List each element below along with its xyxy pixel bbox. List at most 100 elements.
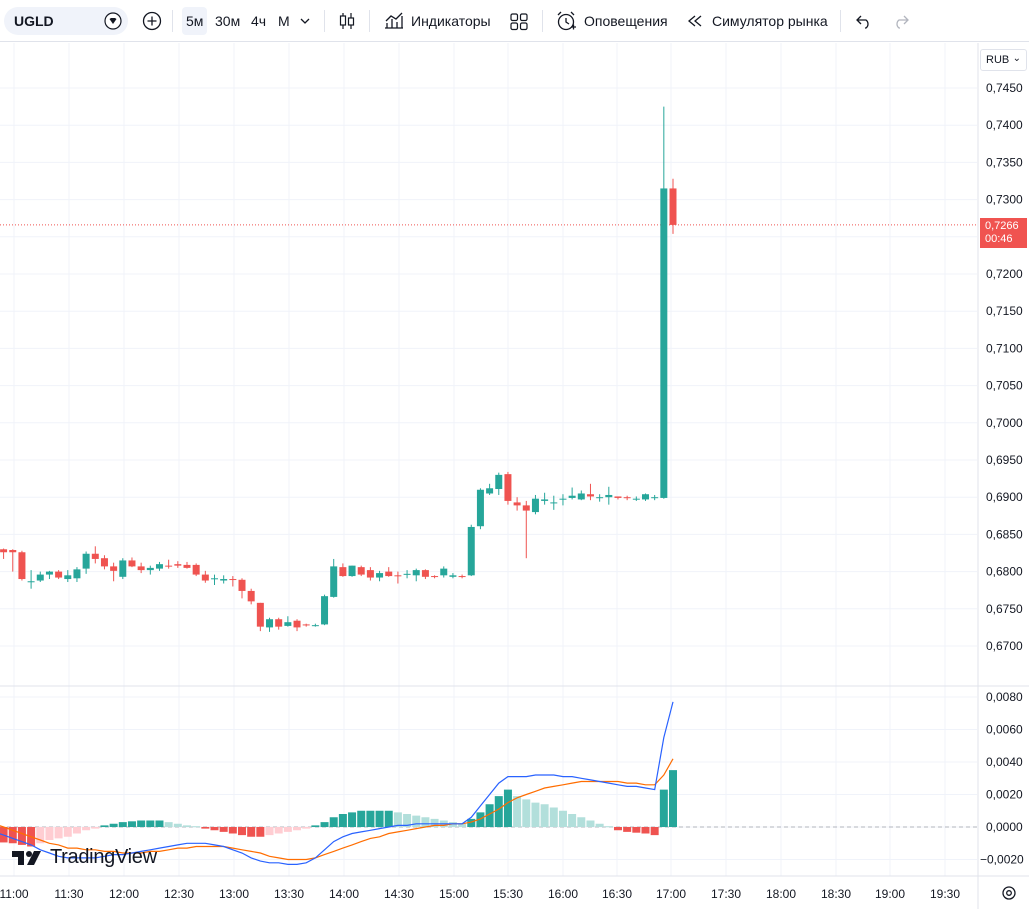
price-tick-label: 0,7000 bbox=[986, 416, 1023, 430]
candle bbox=[201, 570, 209, 583]
candles-chart-type-icon[interactable] bbox=[336, 7, 358, 35]
candle-body bbox=[669, 188, 677, 225]
candle bbox=[559, 494, 567, 506]
layouts-grid-icon[interactable] bbox=[508, 7, 530, 35]
replay-rewind-icon[interactable] bbox=[685, 7, 705, 35]
macd-histogram-bar bbox=[366, 810, 375, 827]
candle bbox=[531, 494, 539, 515]
candle-body bbox=[330, 566, 338, 597]
replay-button[interactable]: Симулятор рынка bbox=[712, 13, 828, 29]
candle bbox=[64, 570, 72, 583]
interval-4h-button[interactable]: 4ч bbox=[251, 13, 267, 29]
candle bbox=[229, 576, 237, 587]
price-tick-label: 0,6700 bbox=[986, 639, 1023, 653]
macd-histogram-bar bbox=[650, 827, 659, 836]
macd-tick-label: −0,0020 bbox=[980, 853, 1024, 867]
candle bbox=[293, 619, 301, 632]
macd-histogram-bar bbox=[568, 814, 577, 827]
macd-histogram-bar bbox=[586, 820, 595, 827]
candle bbox=[669, 178, 677, 234]
alarm-clock-icon[interactable] bbox=[554, 7, 578, 35]
macd-histogram-bar bbox=[357, 810, 366, 827]
candle bbox=[486, 483, 494, 495]
interval-5m-button[interactable]: 5м bbox=[182, 7, 207, 35]
macd-histogram-bar bbox=[201, 827, 210, 829]
interval-30m-button[interactable]: 30м bbox=[215, 13, 241, 29]
time-tick-label: 11:30 bbox=[54, 887, 83, 901]
candle-body bbox=[155, 564, 163, 569]
indicators-icon[interactable] bbox=[382, 7, 406, 35]
candle bbox=[586, 483, 594, 501]
candle bbox=[36, 571, 44, 583]
time-tick-label: 19:30 bbox=[930, 887, 960, 901]
time-tick-label: 17:00 bbox=[656, 887, 686, 901]
chart-canvas[interactable]: 0,74500,74000,73500,73000,72500,72000,71… bbox=[0, 43, 1029, 909]
gear-icon[interactable] bbox=[1000, 884, 1018, 902]
time-tick-label: 14:30 bbox=[384, 887, 414, 901]
candle bbox=[100, 555, 108, 570]
candle bbox=[55, 570, 63, 580]
candle-body bbox=[486, 488, 494, 494]
macd-tick-label: 0,0020 bbox=[986, 788, 1023, 802]
time-tick-label: 11:00 bbox=[0, 887, 29, 901]
indicators-button[interactable]: Индикаторы bbox=[411, 13, 491, 29]
symbol-settings-icon[interactable] bbox=[104, 12, 122, 30]
candle-body bbox=[394, 575, 402, 577]
redo-icon[interactable] bbox=[890, 7, 912, 35]
interval-month-button[interactable]: М bbox=[278, 13, 290, 29]
undo-icon[interactable] bbox=[853, 7, 875, 35]
candle bbox=[394, 571, 402, 584]
candle bbox=[449, 573, 457, 579]
time-tick-label: 13:00 bbox=[219, 887, 249, 901]
candle bbox=[467, 524, 475, 577]
price-tick-label: 0,7050 bbox=[986, 379, 1023, 393]
candle bbox=[614, 496, 622, 500]
candle-body bbox=[339, 567, 347, 577]
time-axis: 11:00 11:30 12:00 12:30 13:00 13:30 14:00 14:30… bbox=[0, 887, 960, 901]
currency-selector[interactable]: RUB ⌄ bbox=[980, 49, 1027, 71]
macd-histogram-bar bbox=[238, 827, 247, 836]
candle-body bbox=[614, 496, 622, 498]
interval-dropdown-chevron-icon[interactable] bbox=[298, 7, 312, 35]
candle-body bbox=[229, 579, 237, 581]
candle-body bbox=[0, 549, 8, 553]
candle bbox=[311, 623, 319, 627]
candle-body bbox=[357, 567, 365, 575]
alerts-button[interactable]: Оповещения bbox=[584, 13, 668, 29]
candle bbox=[321, 594, 329, 626]
tradingview-logo-icon bbox=[12, 850, 41, 865]
compare-add-icon[interactable] bbox=[140, 7, 164, 35]
chart-area[interactable]: 0,74500,74000,73500,73000,72500,72000,71… bbox=[0, 43, 1029, 909]
candle bbox=[513, 497, 521, 511]
candle bbox=[45, 570, 53, 580]
candle bbox=[146, 565, 154, 575]
last-price-badge: 0,7266 00:46 bbox=[980, 218, 1027, 248]
candle bbox=[275, 617, 283, 630]
price-tick-label: 0,7150 bbox=[986, 304, 1023, 318]
candle-body bbox=[266, 619, 274, 628]
candle-body bbox=[119, 560, 127, 577]
candle-body bbox=[651, 497, 659, 499]
macd-histogram-bar bbox=[595, 823, 604, 827]
candle-body bbox=[311, 625, 319, 627]
candle bbox=[0, 548, 8, 559]
candle-body bbox=[623, 497, 631, 499]
macd-histogram-bar bbox=[91, 827, 100, 829]
macd-histogram-bar bbox=[448, 822, 457, 827]
candle-body bbox=[45, 571, 53, 575]
candle bbox=[522, 500, 530, 559]
candle-body bbox=[211, 578, 218, 580]
time-tick-label: 18:00 bbox=[766, 887, 796, 901]
symbol-search-button[interactable]: UGLD bbox=[4, 7, 128, 35]
candle-body bbox=[110, 566, 118, 571]
macd-tick-label: 0,0060 bbox=[986, 723, 1023, 737]
candle bbox=[266, 617, 274, 632]
tradingview-logo[interactable]: TradingView bbox=[12, 846, 157, 869]
macd-histogram-bar bbox=[173, 823, 182, 827]
candle-body bbox=[403, 573, 411, 575]
time-tick-label: 15:00 bbox=[439, 887, 469, 901]
macd-histogram-bar bbox=[109, 823, 118, 827]
macd-histogram-bar bbox=[641, 827, 650, 834]
candle bbox=[357, 565, 365, 577]
toolbar-divider bbox=[324, 10, 325, 32]
